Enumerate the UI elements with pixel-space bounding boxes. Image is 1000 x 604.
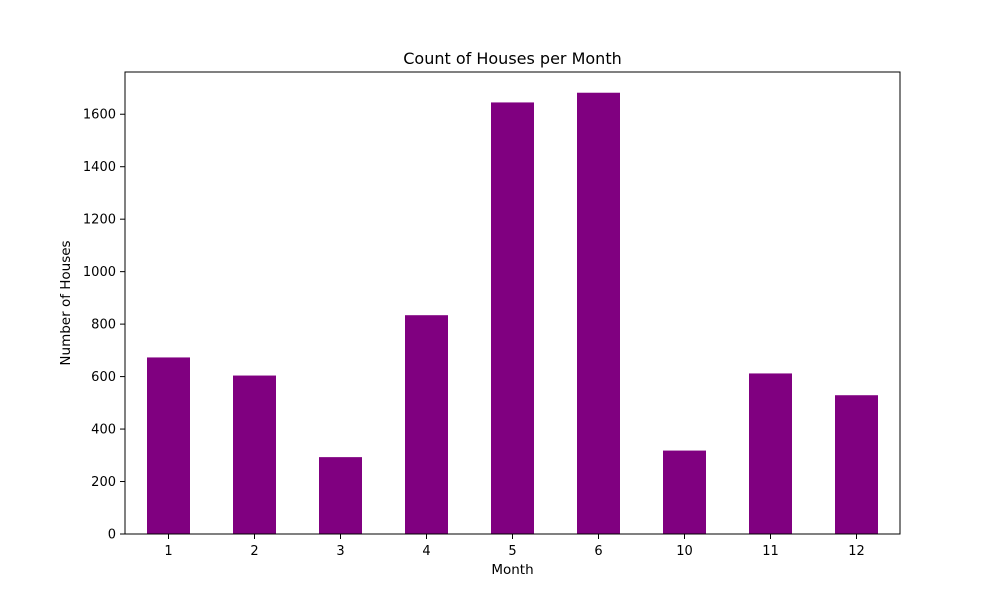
bar-month-5 (491, 102, 534, 534)
x-tick-label: 3 (336, 544, 344, 559)
bar-month-1 (147, 357, 190, 534)
bar-month-10 (663, 450, 706, 534)
x-tick-label: 4 (422, 544, 430, 559)
x-ticks-group: 1 2 3 4 5 6 10 11 12 (164, 534, 865, 559)
x-tick-label: 12 (848, 544, 865, 559)
chart-title: Count of Houses per Month (403, 49, 621, 68)
x-tick-label: 6 (594, 544, 602, 559)
bars-group (147, 92, 878, 535)
x-axis-label: Month (491, 562, 533, 578)
x-tick-label: 2 (250, 544, 258, 559)
y-axis-label: Number of Houses (58, 240, 74, 365)
x-tick-label: 10 (676, 544, 693, 559)
y-tick-label: 1400 (83, 160, 116, 175)
x-tick-label: 1 (164, 544, 172, 559)
bar-month-3 (319, 457, 362, 534)
x-tick-label: 11 (762, 544, 779, 559)
y-tick-label: 1600 (83, 108, 116, 123)
y-tick-label: 1000 (83, 265, 116, 280)
y-tick-label: 0 (108, 528, 116, 543)
y-ticks-group: 0 200 400 600 800 1000 1200 1400 1600 (83, 108, 125, 543)
y-tick-label: 1200 (83, 213, 116, 228)
bar-month-4 (405, 315, 448, 534)
plot-frame (124, 71, 901, 535)
y-tick-label: 400 (91, 423, 116, 438)
bar-month-2 (233, 375, 276, 534)
y-tick-label: 200 (91, 475, 116, 490)
x-tick-label: 5 (508, 544, 516, 559)
bar-month-6 (577, 92, 620, 535)
bar-month-12 (835, 395, 878, 534)
bar-month-11 (749, 373, 792, 534)
y-tick-label: 600 (91, 370, 116, 385)
y-tick-label: 800 (91, 318, 116, 333)
